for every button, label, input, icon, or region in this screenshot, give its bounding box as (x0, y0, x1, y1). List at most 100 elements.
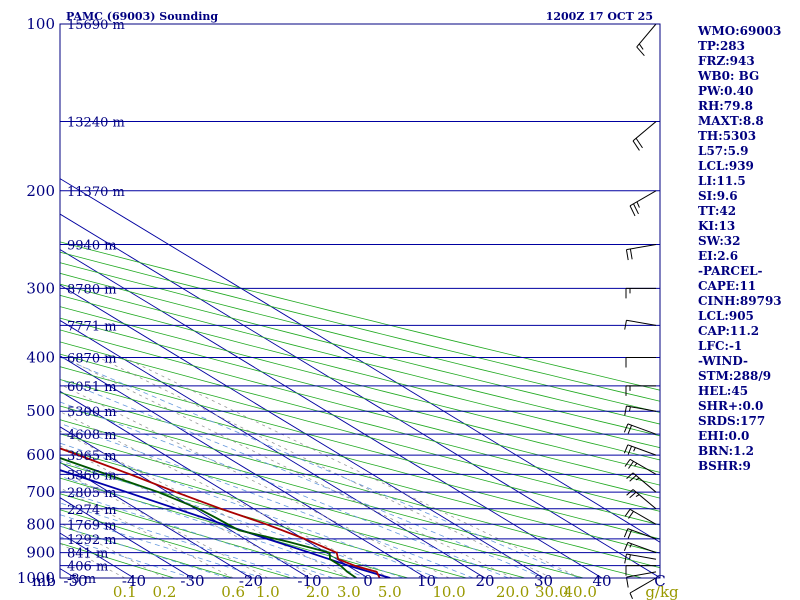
temperature-profile-line (60, 447, 381, 578)
profile-layer (60, 447, 391, 578)
index-value: SHR+:0.0 (698, 399, 763, 413)
mixing-ratio-label: 3.0 (337, 583, 361, 600)
pressure-tick-label: 600 (26, 446, 55, 464)
height-label: 841 m (67, 547, 108, 562)
height-label: 4608 m (67, 428, 117, 443)
wind-barb (623, 528, 657, 540)
index-value: EI:2.6 (698, 249, 738, 263)
temperature-tick-label: 0 (363, 572, 373, 590)
wind-barb-flag (624, 553, 627, 564)
index-value: RH:79.8 (698, 99, 753, 113)
wind-barb (624, 319, 657, 330)
index-value: BRN:1.2 (698, 444, 754, 458)
wind-barb-flag (636, 46, 645, 57)
wind-barb-flag (629, 554, 631, 560)
wind-barb-flag (633, 447, 636, 452)
wind-barb (623, 423, 657, 435)
index-value: L57:5.9 (698, 144, 748, 158)
wind-barb-staff (632, 489, 657, 510)
index-value: LCL:939 (698, 159, 754, 173)
index-value: LCL:905 (698, 309, 754, 323)
wind-barb-flag (625, 577, 629, 588)
wind-barb-flag (623, 542, 629, 551)
wind-barb (625, 243, 657, 261)
index-value: CAPE:11 (698, 279, 756, 293)
wind-barb-flag (629, 475, 637, 482)
wind-barb-staff (626, 319, 657, 326)
isotherm-line (60, 213, 660, 578)
height-label: 3965 m (67, 449, 117, 464)
index-value: WMO:69003 (697, 24, 781, 38)
plot-frame (59, 23, 661, 579)
wind-barb-flag (623, 528, 629, 538)
plot-background (60, 24, 660, 578)
wind-barb-flag (629, 491, 637, 499)
wind-barb-flag (638, 43, 644, 50)
temperature-tick-label: 20 (475, 572, 494, 590)
index-value: TT:42 (698, 204, 736, 218)
temperature-tick-label: -50 (63, 572, 87, 590)
pressure-tick-label: 500 (26, 402, 55, 420)
height-label: 406 m (67, 560, 108, 575)
height-label: 8780 m (67, 282, 117, 297)
wind-barb-flag (624, 509, 631, 517)
wind-barb (624, 405, 657, 416)
wind-barb (629, 190, 657, 217)
wind-barb-flag (632, 140, 640, 151)
mixing-ratio-label: 40.0 (564, 583, 597, 600)
index-value: FRZ:943 (698, 54, 755, 68)
index-value: LFC:-1 (698, 339, 742, 353)
moist-adiabat-line (60, 401, 509, 578)
height-label: 1769 m (67, 518, 117, 533)
isotherm-line (60, 355, 427, 578)
wind-barb-staff (627, 541, 657, 554)
mixing-ratio-label: 30.0 (535, 583, 568, 600)
isotherm-line (60, 248, 603, 578)
wind-barb-staff (629, 458, 657, 475)
wind-barb-staff (629, 190, 657, 207)
height-label: 7771 m (67, 319, 117, 334)
wind-barb-flag (629, 406, 631, 412)
wind-barb-flag (628, 461, 634, 469)
index-value: KI:13 (698, 219, 735, 233)
index-value: SI:9.6 (698, 189, 738, 203)
pressure-tick-label: 800 (26, 515, 55, 533)
wind-barb-flag (635, 494, 640, 497)
wind-barb (625, 385, 656, 396)
isotherm-line (60, 319, 486, 578)
pressure-tick-label: 200 (26, 182, 55, 200)
wind-barb-flag (629, 248, 633, 260)
wind-barb (625, 357, 656, 368)
height-label: 15690 m (67, 18, 125, 33)
mixing-ratio-label: 20.0 (496, 583, 529, 600)
mixing-ratio-label: g/kg (645, 583, 679, 600)
mixing-ratio-label: 5.0 (378, 583, 402, 600)
isotherm-line (0, 24, 17, 578)
wind-barb (626, 489, 657, 510)
parcel-profile-line (60, 469, 391, 578)
height-label: 2805 m (67, 486, 117, 501)
temperature-tick-label: 30 (534, 572, 553, 590)
wind-barb-flag (635, 137, 643, 149)
pressure-tick-label: 300 (26, 279, 55, 297)
dewpoint-profile-line (60, 457, 357, 578)
isotherm-line (60, 461, 252, 578)
wind-barb-flag (629, 592, 633, 600)
wind-barb-flag (623, 423, 629, 433)
wind-barb-flag (627, 425, 633, 434)
wind-barb-flag (626, 489, 634, 496)
wind-barb-flag (626, 472, 634, 480)
wind-barb-staff (626, 553, 657, 560)
index-value: SW:32 (698, 234, 740, 248)
wind-barb-staff (627, 423, 657, 435)
index-value: TH:5303 (698, 129, 756, 143)
temperature-tick-label: -30 (180, 572, 204, 590)
index-value: HEL:45 (698, 384, 748, 398)
isotherm-line (60, 284, 544, 578)
wind-barb-flag (627, 446, 633, 455)
index-value: MAXT:8.8 (698, 114, 764, 128)
wind-barb-flag (624, 405, 627, 416)
pressure-tick-label: 700 (26, 483, 55, 501)
